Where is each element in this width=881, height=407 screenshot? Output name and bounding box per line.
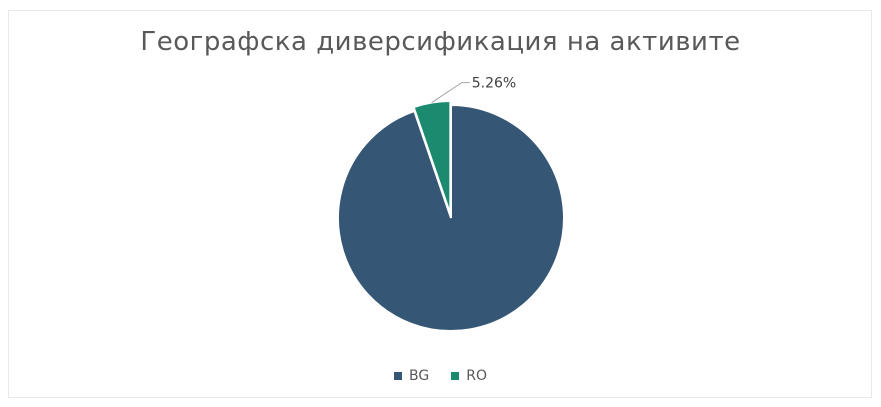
pie-slices: [337, 100, 565, 332]
pie-data-labels: 5.26%: [431, 76, 516, 104]
legend-swatch-ro: [451, 372, 460, 380]
data-label-ro: 5.26%: [472, 76, 516, 92]
legend-label-ro: RO: [466, 368, 487, 384]
data-label-leader-line: [431, 82, 470, 104]
legend-item-ro: RO: [451, 368, 487, 384]
legend-item-bg: BG: [394, 368, 429, 384]
chart-title: Географска диверсификация на активите: [140, 27, 741, 57]
legend-label-bg: BG: [409, 368, 430, 384]
pie-slice-bg: [337, 103, 565, 332]
pie-slice-ro: [412, 100, 452, 215]
legend-swatch-bg: [394, 372, 403, 380]
chart-legend: BG RO: [0, 368, 881, 384]
